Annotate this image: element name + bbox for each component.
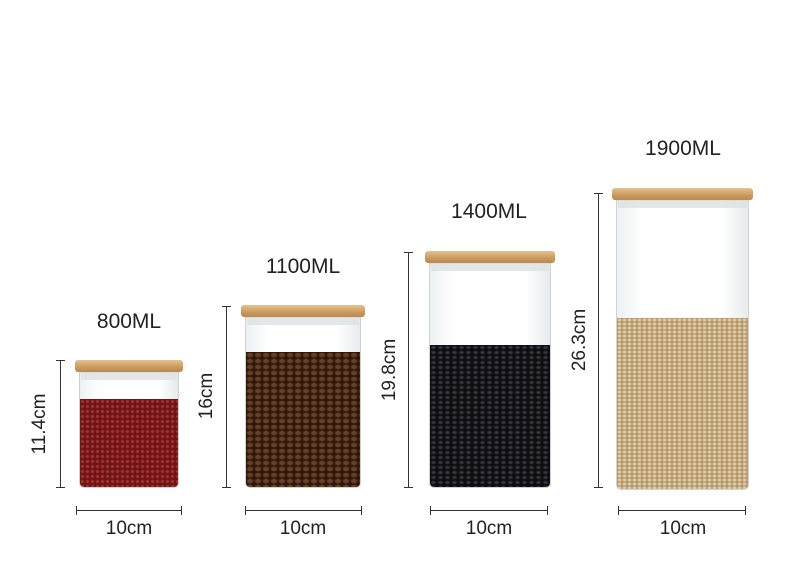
height-dimension-line bbox=[222, 306, 231, 488]
glass-jar bbox=[425, 251, 555, 488]
glass-jar bbox=[75, 360, 183, 488]
capacity-label: 1900ML bbox=[645, 137, 721, 160]
height-dimension-line bbox=[594, 193, 603, 488]
glass-jar bbox=[241, 305, 365, 488]
glass-jar bbox=[612, 188, 753, 490]
capacity-label: 800ML bbox=[96, 310, 162, 333]
width-dimension-line bbox=[245, 506, 362, 515]
width-label: 10cm bbox=[105, 518, 153, 539]
width-dimension-line bbox=[76, 506, 182, 515]
bamboo-lid bbox=[241, 305, 365, 317]
width-label: 10cm bbox=[279, 518, 327, 539]
height-label: 19.8cm bbox=[379, 338, 400, 402]
width-label: 10cm bbox=[465, 518, 513, 539]
width-dimension-line bbox=[618, 506, 746, 515]
bamboo-lid bbox=[612, 188, 753, 200]
width-label: 10cm bbox=[659, 518, 707, 539]
height-dimension-line bbox=[404, 252, 413, 488]
width-dimension-line bbox=[430, 506, 548, 515]
height-label: 26.3cm bbox=[569, 308, 590, 372]
height-dimension-line bbox=[56, 360, 65, 488]
height-label: 16cm bbox=[196, 372, 217, 420]
bamboo-lid bbox=[425, 251, 555, 263]
capacity-label: 1400ML bbox=[451, 200, 527, 223]
bamboo-lid bbox=[75, 360, 183, 372]
capacity-label: 1100ML bbox=[265, 255, 341, 278]
height-label: 11.4cm bbox=[29, 393, 50, 455]
